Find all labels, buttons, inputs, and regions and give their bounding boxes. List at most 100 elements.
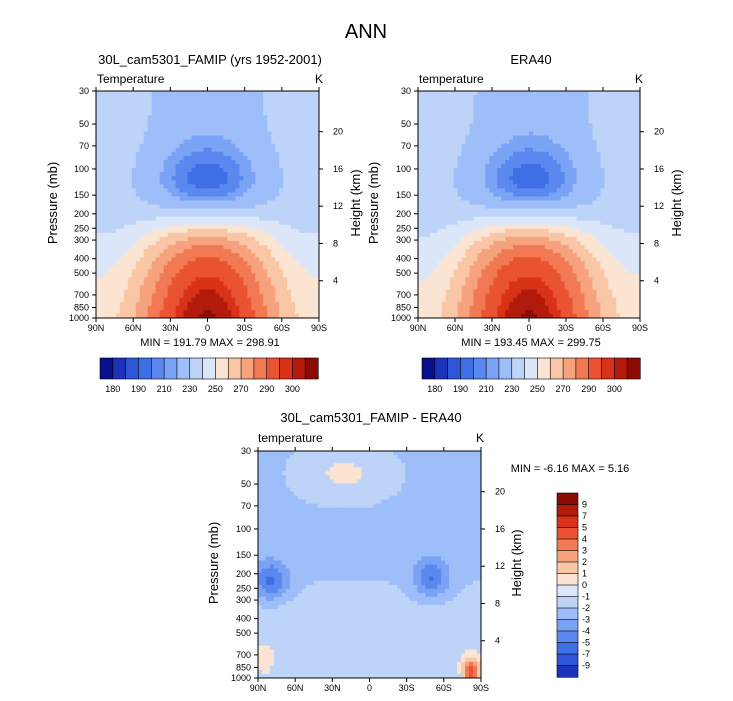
heatmap-cell (303, 107, 308, 112)
heatmap-cell (449, 236, 455, 242)
heatmap-cell (477, 232, 482, 238)
heatmap-cell (271, 245, 276, 250)
heatmap-cell (497, 139, 502, 145)
heatmap-cell (151, 309, 157, 315)
heatmap-cell (287, 261, 292, 266)
heatmap-cell (517, 309, 522, 315)
heatmap-cell (501, 119, 506, 124)
x-tick-label: 90S (311, 323, 327, 333)
heatmap-cell (505, 111, 510, 116)
heatmap-cell (469, 253, 474, 258)
heatmap-cell (239, 139, 244, 145)
heatmap-cell (521, 119, 526, 124)
heatmap-cell (493, 163, 498, 169)
heatmap-cell (445, 305, 451, 311)
heatmap-cell (227, 163, 232, 169)
heatmap-cell (461, 301, 467, 307)
heatmap-cell (532, 257, 538, 262)
heatmap-cell (219, 172, 224, 177)
heatmap-cell (303, 131, 308, 137)
heatmap-cell (461, 168, 467, 173)
heatmap-cell (263, 184, 268, 189)
heatmap-cell (135, 313, 141, 319)
heatmap-cell (219, 143, 224, 149)
heatmap-cell (287, 216, 292, 222)
heatmap-cell (183, 127, 189, 133)
heatmap-cell (517, 107, 522, 112)
heatmap-cell (453, 257, 459, 262)
heatmap-cell (207, 240, 212, 246)
heatmap-cell (247, 309, 252, 315)
heatmap-cell (263, 176, 268, 181)
heatmap-cell (532, 240, 538, 246)
heatmap-cell (135, 139, 141, 145)
heatmap-cell (485, 196, 490, 201)
heatmap-cell (469, 115, 474, 120)
heatmap-cell (207, 293, 212, 299)
heatmap-cell (303, 249, 308, 254)
heatmap-cell (163, 301, 169, 307)
heatmap-cell (315, 111, 320, 116)
heatmap-cell (215, 285, 220, 291)
heatmap-cell (449, 249, 455, 254)
heatmap-cell (183, 200, 189, 205)
y-tick-label: 50 (79, 119, 89, 129)
heatmap-cell (497, 224, 502, 230)
heatmap-cell (223, 196, 228, 201)
heatmap-cell (429, 91, 435, 96)
colorbar-swatch (163, 357, 178, 380)
heatmap-cell (279, 131, 284, 137)
heatmap-cell (199, 135, 205, 141)
heatmap-cell (219, 277, 224, 283)
heatmap-cell (425, 245, 431, 250)
heatmap-cell (489, 111, 494, 116)
heatmap-cell (123, 127, 129, 133)
heatmap-cell (445, 289, 451, 295)
heatmap-cell (119, 240, 125, 246)
heatmap-cell (175, 139, 181, 145)
heatmap-cell (437, 297, 443, 303)
heatmap-cell (489, 301, 494, 307)
heatmap-cell (441, 119, 447, 124)
heatmap-cell (143, 293, 149, 299)
heatmap-cell (532, 151, 538, 157)
heatmap-cell (418, 293, 423, 299)
heatmap-cell (263, 147, 268, 153)
heatmap-cell (283, 159, 288, 165)
heatmap-cell (481, 95, 486, 100)
heatmap-cell (536, 204, 542, 210)
heatmap-cell (123, 107, 129, 112)
heatmap-cell (199, 111, 205, 116)
heatmap-cell (115, 236, 121, 242)
heatmap-cell (163, 281, 169, 287)
heatmap-cell (529, 212, 534, 218)
heatmap-cell (287, 135, 292, 141)
heatmap-cell (493, 269, 498, 274)
heatmap-cell (107, 188, 113, 193)
heatmap-cell (107, 159, 113, 165)
heatmap-cell (303, 119, 308, 124)
heatmap-cell (307, 139, 312, 145)
heatmap-cell (231, 180, 236, 185)
heatmap-cell (139, 91, 145, 96)
heatmap-cell (159, 313, 165, 319)
heatmap-cell (99, 192, 105, 197)
heatmap-cell (103, 277, 109, 283)
heatmap-cell (521, 204, 526, 210)
heatmap-cell (195, 261, 201, 266)
heatmap-cell (191, 313, 197, 319)
heatmap-cell (473, 208, 478, 214)
heatmap-cell (493, 273, 498, 278)
heatmap-cell (275, 273, 280, 278)
heatmap-cell (143, 155, 149, 161)
heatmap-cell (525, 313, 530, 319)
heatmap-cell (103, 180, 109, 185)
heatmap-cell (123, 277, 129, 283)
heatmap-cell (275, 297, 280, 303)
heatmap-cell (135, 269, 141, 274)
heatmap-cell (187, 91, 193, 96)
heatmap-cell (509, 127, 514, 133)
heatmap-cell (179, 224, 185, 230)
heatmap-cell (481, 265, 486, 270)
heatmap-cell (501, 139, 506, 145)
